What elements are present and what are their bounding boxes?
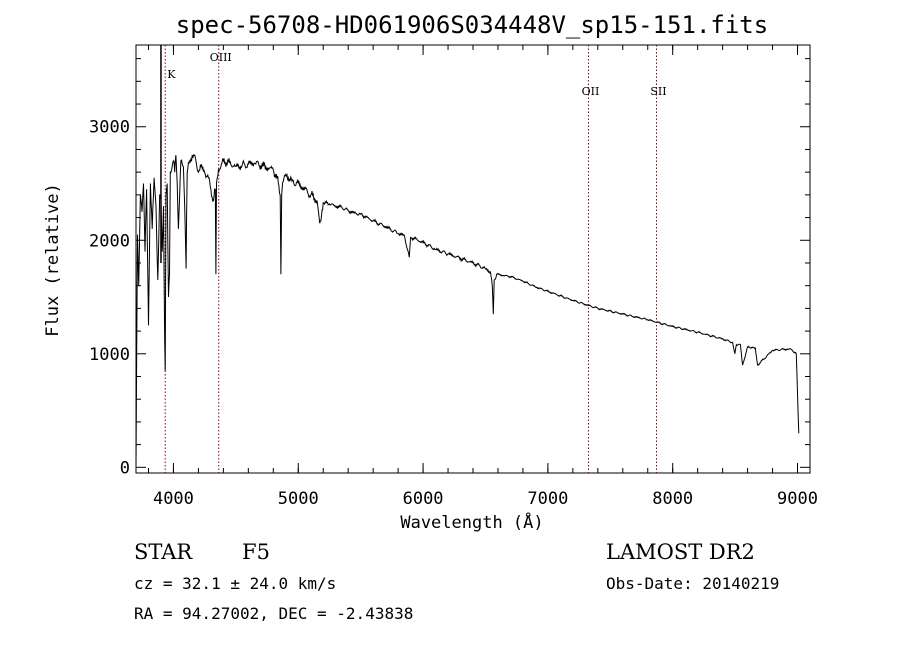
marker-label-sii: SII [650,85,666,98]
y-axis-label: Flux (relative) [43,183,63,337]
marker-label-oii: OII [582,85,600,98]
chart-title: spec-56708-HD061906S034448V_sp15-151.fit… [176,11,768,39]
marker-label-k: K [167,68,176,81]
x-axis-label: Wavelength (Å) [400,511,543,533]
obs-date: Obs-Date: 20140219 [606,574,779,593]
plot-frame [135,44,811,474]
redshift: cz = 32.1 ± 24.0 km/s [134,574,336,593]
spectrum-line [135,153,800,468]
subclass: F5 [242,540,270,564]
marker-label-oiii: OIII [210,51,232,64]
y-tick-label: 2000 [89,231,130,251]
object-type: STAR [134,540,193,564]
spectral-line-markers: K OIII OII SII [164,45,667,473]
y-tick-label: 1000 [89,345,130,365]
x-axis-ticks: 4000 5000 6000 7000 8000 9000 [147,45,818,509]
x-tick-label: 9000 [777,489,818,509]
y-tick-label: 0 [120,458,130,478]
x-tick-label: 5000 [278,489,319,509]
y-tick-label: 3000 [89,118,130,138]
x-tick-label: 7000 [527,489,568,509]
x-tick-label: 4000 [153,489,194,509]
survey-name: LAMOST DR2 [606,540,755,564]
x-tick-label: 8000 [652,489,693,509]
x-tick-label: 6000 [403,489,444,509]
coordinates: RA = 94.27002, DEC = -2.43838 [134,604,413,623]
y-axis-ticks: 0 1000 2000 3000 [89,58,810,478]
